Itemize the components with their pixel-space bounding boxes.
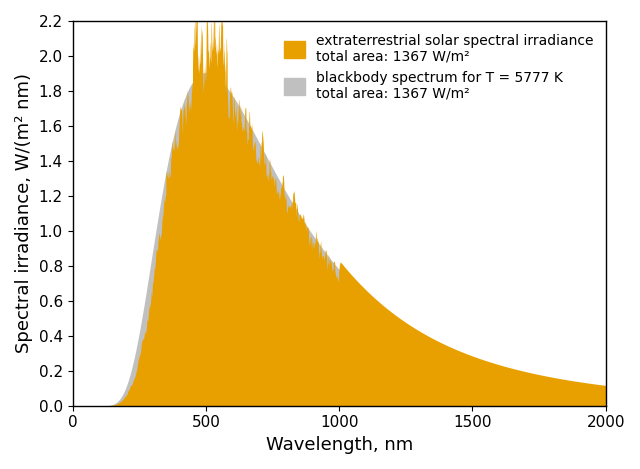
Legend: extraterrestrial solar spectral irradiance
total area: 1367 W/m², blackbody spec: extraterrestrial solar spectral irradian…	[278, 28, 599, 106]
Y-axis label: Spectral irradiance, W/(m² nm): Spectral irradiance, W/(m² nm)	[15, 73, 33, 353]
X-axis label: Wavelength, nm: Wavelength, nm	[266, 436, 413, 454]
